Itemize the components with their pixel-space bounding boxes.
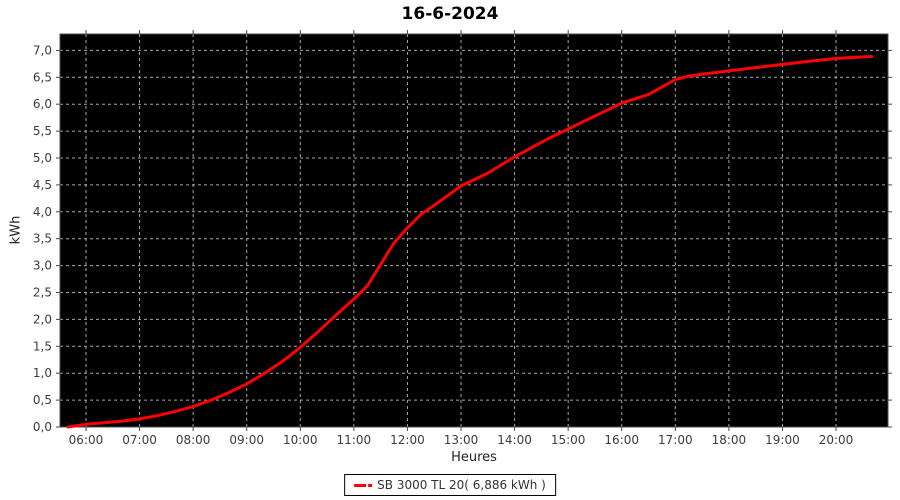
legend-line-dash-icon <box>354 483 367 487</box>
x-tick-label: 17:00 <box>658 433 693 447</box>
y-tick-label: 4,5 <box>33 178 52 192</box>
plot-border <box>59 33 889 428</box>
y-tick-label: 3,0 <box>33 259 52 273</box>
x-tick-label: 19:00 <box>765 433 800 447</box>
y-axis-title: kWh <box>8 215 24 245</box>
y-tick-label: 5,5 <box>33 124 52 138</box>
legend-line-dash-icon <box>368 483 373 487</box>
series-line <box>66 55 874 429</box>
legend-line-marker <box>354 483 373 487</box>
y-tick-label: 6,5 <box>33 70 52 84</box>
x-tick-label: 10:00 <box>283 433 318 447</box>
x-tick-label: 06:00 <box>69 433 104 447</box>
y-tick-label: 3,5 <box>33 232 52 246</box>
x-tick-label: 18:00 <box>712 433 747 447</box>
x-tick-label: 13:00 <box>444 433 479 447</box>
x-tick-label: 15:00 <box>551 433 586 447</box>
y-tick-label: 0,5 <box>33 393 52 407</box>
chart-title: 16-6-2024 <box>401 4 499 24</box>
x-tick-label: 14:00 <box>497 433 532 447</box>
y-tick-label: 6,0 <box>33 97 52 111</box>
y-tick-label: 0,0 <box>33 420 52 434</box>
x-tick-label: 20:00 <box>819 433 854 447</box>
x-axis-title: Heures <box>451 450 497 465</box>
x-tick-label: 08:00 <box>176 433 211 447</box>
x-tick-label: 11:00 <box>337 433 372 447</box>
x-tick-label: 07:00 <box>122 433 157 447</box>
y-tick-label: 2,5 <box>33 286 52 300</box>
x-tick-label: 16:00 <box>604 433 639 447</box>
legend-series-label: SB 3000 TL 20( 6,886 kWh ) <box>377 478 546 492</box>
y-tick-label: 7,0 <box>33 43 52 57</box>
y-tick-label: 4,0 <box>33 205 52 219</box>
y-tick-label: 1,0 <box>33 366 52 380</box>
legend: SB 3000 TL 20( 6,886 kWh ) <box>344 474 556 496</box>
x-tick-label: 09:00 <box>229 433 264 447</box>
y-tick-label: 1,5 <box>33 339 52 353</box>
y-tick-label: 2,0 <box>33 312 52 326</box>
y-tick-label: 5,0 <box>33 151 52 165</box>
x-tick-label: 12:00 <box>390 433 425 447</box>
plot-area <box>60 34 888 427</box>
line-chart-canvas: 0,0 0,5 1,0 1,5 2,0 2,5 3,0 3,5 4,0 4,5 5,0 5,5 6,0 6… <box>33 30 892 447</box>
